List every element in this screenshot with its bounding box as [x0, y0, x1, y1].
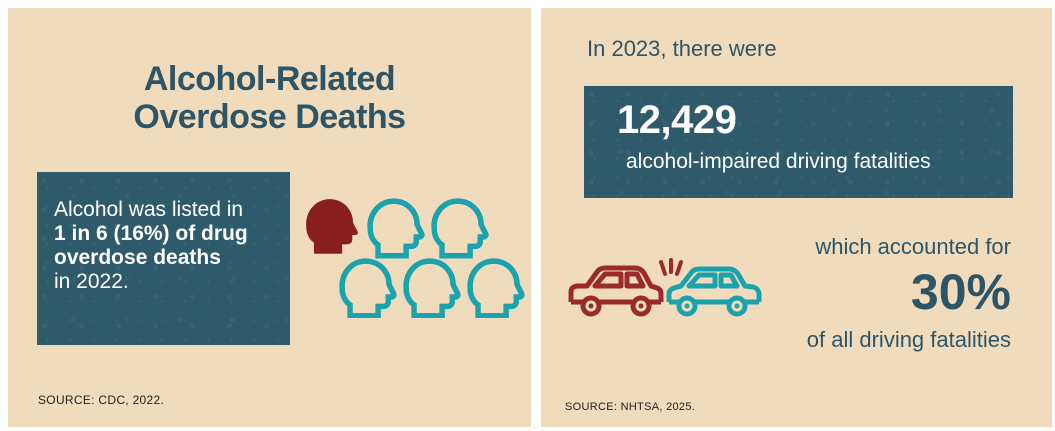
title-line-2: Overdose Deaths: [133, 98, 406, 136]
head-outline-icon: [434, 201, 486, 256]
teal-car-icon: [666, 266, 762, 317]
head-outline-icon: [370, 201, 422, 256]
overdose-panel: Alcohol-Related Overdose Deaths Alcohol …: [8, 8, 531, 427]
head-outline-icon: [342, 261, 394, 316]
driving-panel: In 2023, there were 12,429 alcohol-impai…: [541, 8, 1052, 427]
intro-text: In 2023, there were: [587, 36, 777, 61]
highlighted-head-icon: [306, 199, 358, 254]
overdose-stat-box: Alcohol was listed in 1 in 6 (16%) of dr…: [37, 172, 290, 345]
stat-line-2: 1 in 6 (16%) of drug: [54, 222, 248, 245]
panel-title: Alcohol-Related Overdose Deaths: [8, 60, 531, 136]
stat-line-1: Alcohol was listed in: [54, 198, 244, 221]
accounted-text: which accounted for: [815, 234, 1011, 259]
head-outline-icon: [470, 261, 522, 316]
stat-line-4: in 2022.: [54, 270, 129, 293]
stat-line-3: overdose deaths: [54, 246, 221, 269]
fatalities-label: alcohol-impaired driving fatalities: [626, 150, 931, 173]
percent-value: 30%: [910, 264, 1011, 320]
six-heads-icon: [306, 188, 526, 318]
source-note: SOURCE: CDC, 2022.: [38, 393, 165, 407]
of-all-text: of all driving fatalities: [806, 327, 1011, 352]
title-line-1: Alcohol-Related: [143, 60, 396, 98]
fatalities-box: 12,429 alcohol-impaired driving fataliti…: [584, 86, 1013, 198]
impact-marks-icon: [659, 258, 683, 276]
head-outline-icon: [406, 261, 458, 316]
fatalities-number: 12,429: [617, 98, 737, 142]
car-crash-icon: [568, 258, 762, 317]
red-car-icon: [568, 265, 664, 317]
source-note: SOURCE: NHTSA, 2025.: [565, 401, 696, 413]
